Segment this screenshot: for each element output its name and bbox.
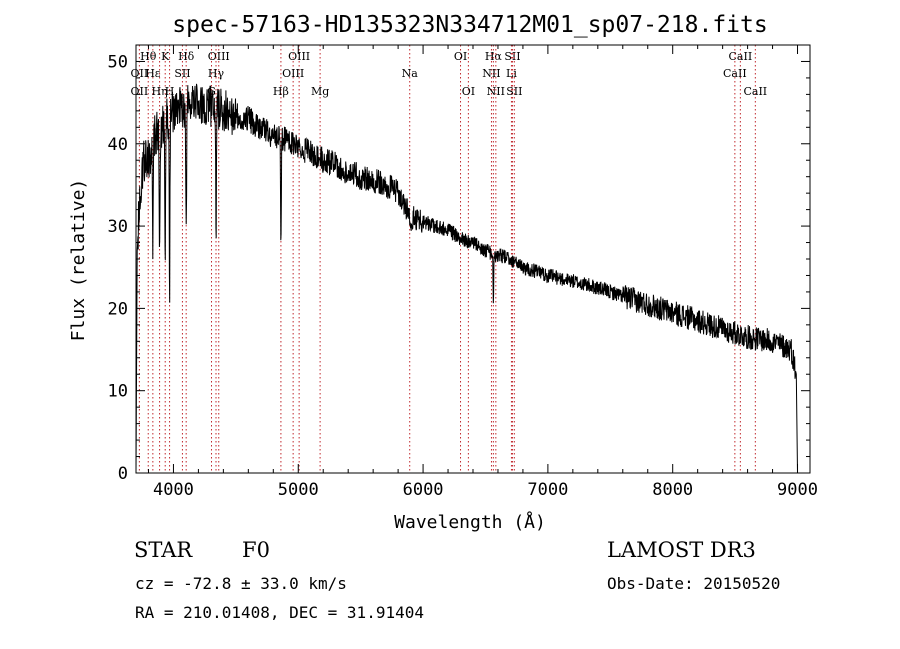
spectral-line-label: SII xyxy=(506,85,522,98)
y-axis-label: Flux (relative) xyxy=(68,179,89,342)
spectrum-line xyxy=(135,83,798,474)
y-tick-label: 0 xyxy=(118,464,128,484)
spectral-line-label: CaII xyxy=(743,85,767,98)
y-tick-label: 10 xyxy=(108,382,128,402)
x-tick-label: 7000 xyxy=(527,480,568,500)
x-tick-label: 9000 xyxy=(777,480,818,500)
spectral-line-label: Hη xyxy=(151,85,167,98)
spectral-line-label: Hα xyxy=(485,50,503,63)
spectral-line-label: Mg xyxy=(311,85,329,98)
spectral-line-label: OII xyxy=(131,85,149,98)
spectral-line-label: SII xyxy=(504,50,520,63)
redshift-text: cz = -72.8 ± 33.0 km/s xyxy=(135,574,347,593)
spectral-line-label: Hδ xyxy=(178,50,195,63)
spectrum-layer xyxy=(135,83,798,474)
spectral-line-label: CaII xyxy=(729,50,753,63)
x-tick-label: 8000 xyxy=(652,480,693,500)
x-tick-label: 5000 xyxy=(278,480,319,500)
spectral-line-label: OI xyxy=(462,85,475,98)
spectral-line-label: Na xyxy=(402,67,419,80)
object-class: STAR xyxy=(134,538,193,562)
spectral-line-label: K xyxy=(161,50,170,63)
y-tick-label: 50 xyxy=(108,52,128,72)
spectral-line-label: SII xyxy=(174,67,190,80)
chart-title: spec-57163-HD135323N334712M01_sp07-218.f… xyxy=(172,12,767,38)
coordinates-text: RA = 210.01408, DEC = 31.91404 xyxy=(135,603,424,622)
spectral-line-label: OIII xyxy=(282,67,304,80)
spectrum-chart: spec-57163-HD135323N334712M01_sp07-218.f… xyxy=(68,12,818,533)
spectral-line-label: Hβ xyxy=(273,85,289,98)
spectral-line-label: NII xyxy=(482,67,500,80)
spectral-line-label: OIII xyxy=(288,50,310,63)
y-tick-label: 30 xyxy=(108,217,128,237)
observation-date: Obs-Date: 20150520 xyxy=(607,574,781,593)
y-tick-label: 40 xyxy=(108,135,128,155)
spectral-line-label: NII xyxy=(487,85,505,98)
x-tick-label: 4000 xyxy=(153,480,194,500)
spectral-line-label: H xyxy=(165,85,175,98)
spectral-line-label: OIII xyxy=(208,50,230,63)
y-tick-label: 20 xyxy=(108,299,128,319)
spectral-line-label: CaII xyxy=(723,67,747,80)
object-subclass: F0 xyxy=(242,538,270,562)
spectral-line-label: OI xyxy=(454,50,467,63)
spectral-line-label: Li xyxy=(506,67,517,80)
spectral-line-label: Hε xyxy=(145,67,161,80)
survey-name: LAMOST DR3 xyxy=(607,538,756,562)
axes: 4000 5000 6000 7000 8000 9000 0 10 20 30 40 50 xyxy=(108,44,818,500)
spectral-line-label: OII xyxy=(131,67,149,80)
spectral-line-label: Hγ xyxy=(208,67,225,80)
x-axis-label: Wavelength (Å) xyxy=(394,511,546,533)
x-tick-label: 6000 xyxy=(403,480,444,500)
